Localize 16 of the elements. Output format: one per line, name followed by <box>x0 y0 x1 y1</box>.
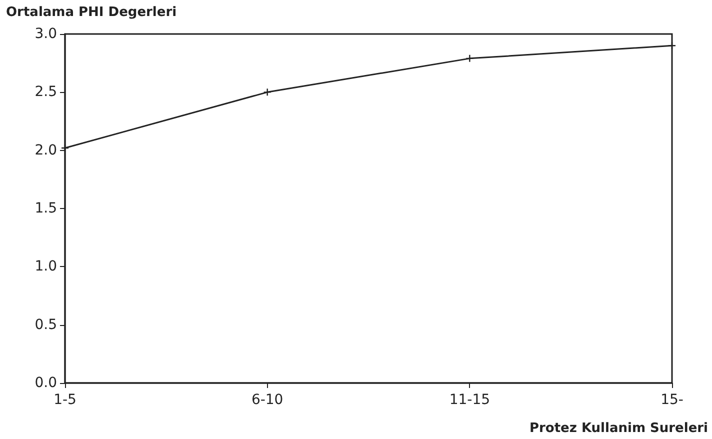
y-axis-title: Ortalama PHI Degerleri <box>6 5 177 20</box>
y-tick-label: 1.0 <box>34 258 57 275</box>
x-tick-label: 1-5 <box>54 392 76 408</box>
y-tick-label: 2.0 <box>34 142 57 158</box>
point <box>668 42 676 50</box>
x-axis-title: Protez Kullanim Sureleri <box>529 421 708 436</box>
y-tick-label: 2.5 <box>34 84 57 100</box>
y-tick-label: 0.0 <box>34 375 57 391</box>
y-tick-label: 3.0 <box>34 26 57 42</box>
point <box>263 88 272 96</box>
x-tick-label: 11-15 <box>449 392 490 408</box>
x-tick-label: 6-10 <box>251 392 284 408</box>
y-tick-label: 1.5 <box>34 200 57 216</box>
x-tick-label: 15- <box>660 392 684 408</box>
point <box>466 54 474 63</box>
y-tick-label: 0.5 <box>34 316 57 333</box>
